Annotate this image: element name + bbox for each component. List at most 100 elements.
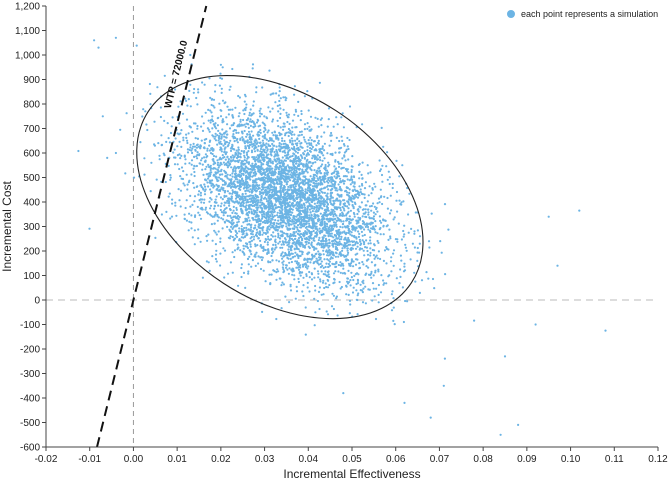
simulation-point	[287, 272, 290, 275]
simulation-point	[208, 144, 211, 147]
simulation-point	[330, 232, 333, 235]
simulation-point	[263, 206, 267, 209]
simulation-point	[288, 201, 291, 204]
simulation-point	[312, 262, 315, 265]
simulation-point	[300, 203, 303, 206]
simulation-point	[358, 262, 361, 265]
simulation-point	[190, 149, 193, 152]
simulation-point	[283, 159, 286, 162]
simulation-point	[266, 235, 270, 238]
simulation-point	[404, 246, 407, 249]
simulation-point	[322, 249, 325, 252]
simulation-point	[297, 224, 300, 227]
simulation-point	[216, 215, 219, 218]
simulation-point	[388, 228, 391, 231]
simulation-point	[237, 220, 240, 223]
simulation-point	[293, 169, 296, 172]
simulation-point	[400, 259, 403, 262]
simulation-point	[196, 137, 199, 140]
simulation-point	[288, 223, 291, 226]
simulation-point	[295, 245, 298, 248]
simulation-point	[318, 166, 321, 169]
simulation-point	[164, 180, 167, 184]
simulation-point	[361, 280, 364, 283]
simulation-point	[199, 184, 202, 187]
simulation-point	[288, 301, 291, 304]
simulation-point	[293, 165, 296, 168]
simulation-point	[277, 242, 280, 245]
simulation-point	[380, 126, 383, 129]
simulation-point	[239, 204, 242, 207]
simulation-point	[274, 189, 278, 192]
simulation-point	[173, 148, 176, 151]
simulation-point	[302, 294, 305, 298]
simulation-point	[292, 163, 295, 166]
simulation-point	[335, 230, 338, 233]
simulation-point	[261, 172, 264, 176]
simulation-point	[200, 206, 203, 209]
simulation-point	[370, 221, 373, 224]
simulation-point	[311, 162, 314, 165]
simulation-point	[389, 194, 392, 197]
simulation-point	[305, 237, 308, 240]
simulation-point	[280, 159, 283, 162]
simulation-point	[352, 205, 355, 209]
simulation-point	[212, 183, 215, 186]
simulation-point	[236, 159, 239, 163]
simulation-point	[332, 294, 335, 297]
simulation-point	[232, 130, 235, 133]
simulation-point	[288, 156, 291, 159]
simulation-point	[246, 133, 249, 136]
simulation-point	[218, 164, 221, 167]
simulation-point	[336, 248, 339, 251]
simulation-point	[190, 227, 193, 230]
simulation-point	[346, 136, 349, 140]
simulation-point	[313, 254, 316, 258]
simulation-point	[317, 272, 320, 275]
simulation-point	[359, 227, 362, 230]
simulation-point	[273, 173, 276, 176]
simulation-point	[368, 185, 371, 188]
simulation-point	[343, 144, 346, 147]
simulation-point	[341, 262, 344, 265]
simulation-point	[201, 276, 204, 279]
simulation-point	[334, 255, 337, 258]
simulation-point	[278, 99, 281, 103]
simulation-point	[209, 182, 212, 185]
simulation-point	[194, 137, 197, 140]
simulation-point	[302, 153, 305, 156]
simulation-point	[334, 159, 337, 162]
simulation-point	[282, 160, 285, 163]
simulation-point	[208, 149, 211, 152]
simulation-point	[308, 194, 311, 197]
simulation-point	[334, 181, 337, 184]
simulation-point	[229, 163, 232, 166]
simulation-point	[191, 130, 194, 133]
simulation-point	[260, 188, 263, 191]
simulation-point	[379, 188, 382, 191]
simulation-point	[244, 286, 247, 289]
simulation-point	[288, 241, 291, 244]
simulation-point	[193, 155, 196, 158]
simulation-point	[335, 197, 339, 200]
simulation-point	[347, 225, 350, 228]
simulation-point	[279, 187, 282, 190]
simulation-point	[356, 242, 359, 245]
simulation-point	[343, 151, 346, 154]
simulation-point	[262, 163, 265, 166]
simulation-point	[285, 154, 288, 157]
simulation-point	[296, 260, 299, 263]
simulation-point	[240, 225, 243, 228]
simulation-point	[212, 186, 215, 189]
simulation-point	[88, 227, 91, 230]
simulation-point	[219, 264, 222, 267]
simulation-point	[246, 246, 250, 250]
simulation-point	[210, 223, 213, 226]
simulation-point	[248, 211, 251, 214]
simulation-point	[206, 212, 210, 215]
simulation-point	[298, 215, 301, 218]
simulation-point	[292, 183, 295, 187]
simulation-point	[338, 214, 341, 217]
simulation-point	[209, 204, 213, 207]
simulation-point	[324, 212, 327, 215]
